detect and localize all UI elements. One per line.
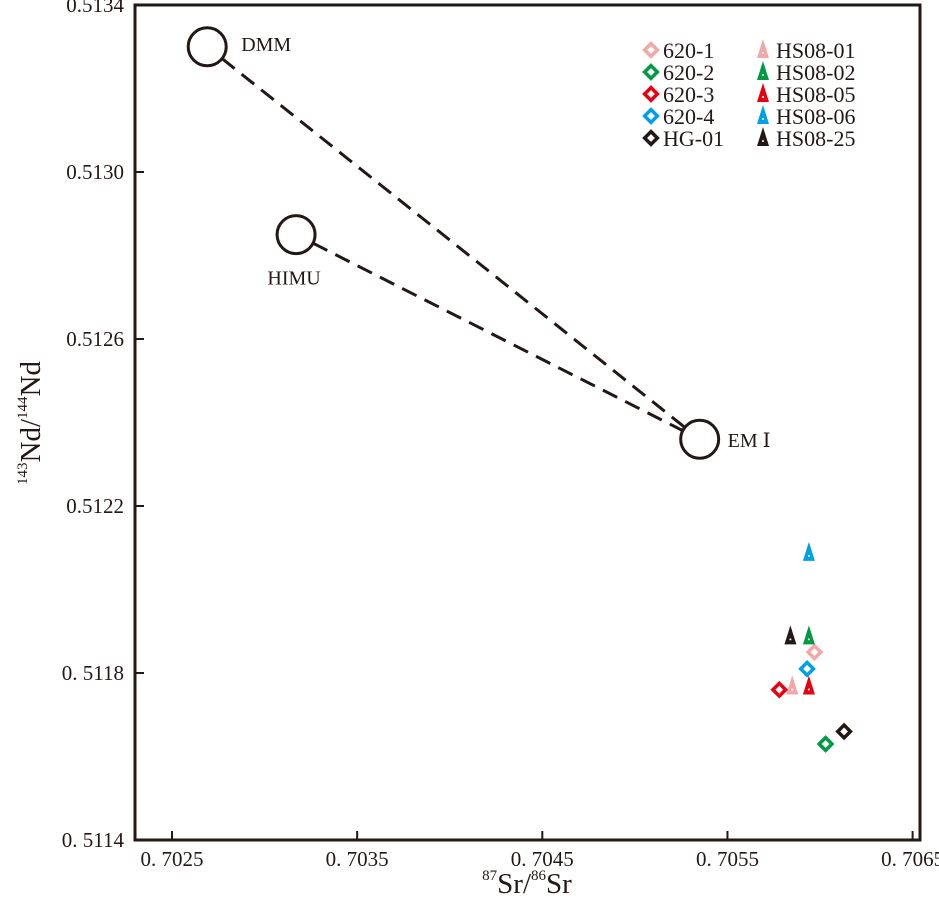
data-points	[770, 541, 853, 753]
point-620-3	[770, 680, 789, 699]
legend-marker-HS08-01	[757, 39, 769, 58]
end-members: DMM HIMU EM Ⅰ	[186, 26, 771, 460]
end-member-circle	[275, 214, 317, 256]
point-HG-01	[835, 722, 853, 741]
y-tick-label: 0.5126	[66, 327, 124, 351]
point-620-2	[816, 735, 835, 753]
x-tick-label: 0. 7045	[511, 847, 574, 871]
point-HS08-25	[784, 625, 797, 645]
point-HS08-01	[786, 675, 799, 695]
point-HS08-25-dot	[789, 638, 792, 641]
legend-marker-620-1	[642, 41, 660, 59]
legend: 620-1620-2620-3620-4HG-01HS08-01HS08-02H…	[642, 38, 855, 151]
mixing-line	[312, 241, 684, 432]
end-member-circle	[186, 26, 228, 68]
end-member-label: EM Ⅰ	[728, 430, 771, 452]
legend-marker-HG-01	[642, 129, 660, 147]
legend-marker-HS08-05-dot	[762, 96, 764, 98]
legend-marker-HS08-25	[757, 127, 769, 146]
end-member-circle	[679, 418, 721, 460]
x-tick-label: 0. 7025	[141, 847, 204, 871]
point-620-1	[805, 643, 824, 661]
legend-label: HG-01	[663, 126, 724, 151]
y-tick-label: 0.5134	[66, 0, 124, 17]
axes: 0. 7025 0. 7035 0. 7045 0. 7055 0. 7065 0. 51…	[62, 0, 939, 871]
legend-label: HS08-02	[776, 60, 855, 85]
legend-marker-HS08-05	[757, 83, 769, 102]
point-HS08-06-dot	[807, 554, 810, 557]
point-HS08-02	[802, 625, 815, 645]
legend-label: HS08-25	[776, 126, 855, 151]
legend-marker-620-3	[642, 85, 660, 103]
y-axis-label: 143Nd/144Nd	[15, 361, 47, 485]
legend-marker-620-4	[642, 107, 660, 125]
x-axis-label: 87Sr/86Sr	[482, 868, 572, 899]
point-HS08-05-dot	[807, 688, 810, 691]
point-HS08-02-dot	[807, 638, 810, 641]
legend-label: HS08-05	[776, 82, 855, 107]
legend-marker-HS08-25-dot	[762, 140, 764, 142]
legend-label: HS08-06	[776, 104, 855, 129]
legend-marker-HS08-06	[757, 105, 769, 124]
legend-label: HS08-01	[776, 38, 855, 63]
legend-marker-HS08-02	[757, 61, 769, 80]
legend-label: 620-2	[663, 60, 714, 85]
mixing-lines	[221, 57, 686, 432]
legend-marker-HS08-01-dot	[762, 52, 764, 54]
plot-frame	[133, 3, 922, 842]
legend-marker-620-2	[642, 63, 660, 81]
legend-marker-HS08-06-dot	[762, 118, 764, 120]
end-member-label: HIMU	[267, 268, 321, 290]
point-HS08-01-dot	[791, 688, 794, 691]
y-tick-label: 0.5122	[66, 494, 124, 518]
legend-marker-HS08-02-dot	[762, 74, 764, 76]
x-tick-label: 0. 7055	[696, 847, 759, 871]
legend-label: 620-3	[663, 82, 714, 107]
end-member-label: DMM	[241, 34, 291, 56]
y-tick-label: 0. 5118	[62, 661, 124, 685]
legend-label: 620-1	[663, 38, 714, 63]
y-tick-label: 0. 5114	[62, 828, 125, 852]
legend-label: 620-4	[663, 104, 714, 129]
x-tick-label: 0. 7035	[326, 847, 389, 871]
y-tick-label: 0.5130	[66, 160, 124, 184]
x-tick-label: 0. 7065	[881, 847, 939, 871]
point-620-4	[798, 659, 816, 678]
point-HS08-05	[802, 675, 815, 695]
point-HS08-06	[802, 541, 815, 561]
